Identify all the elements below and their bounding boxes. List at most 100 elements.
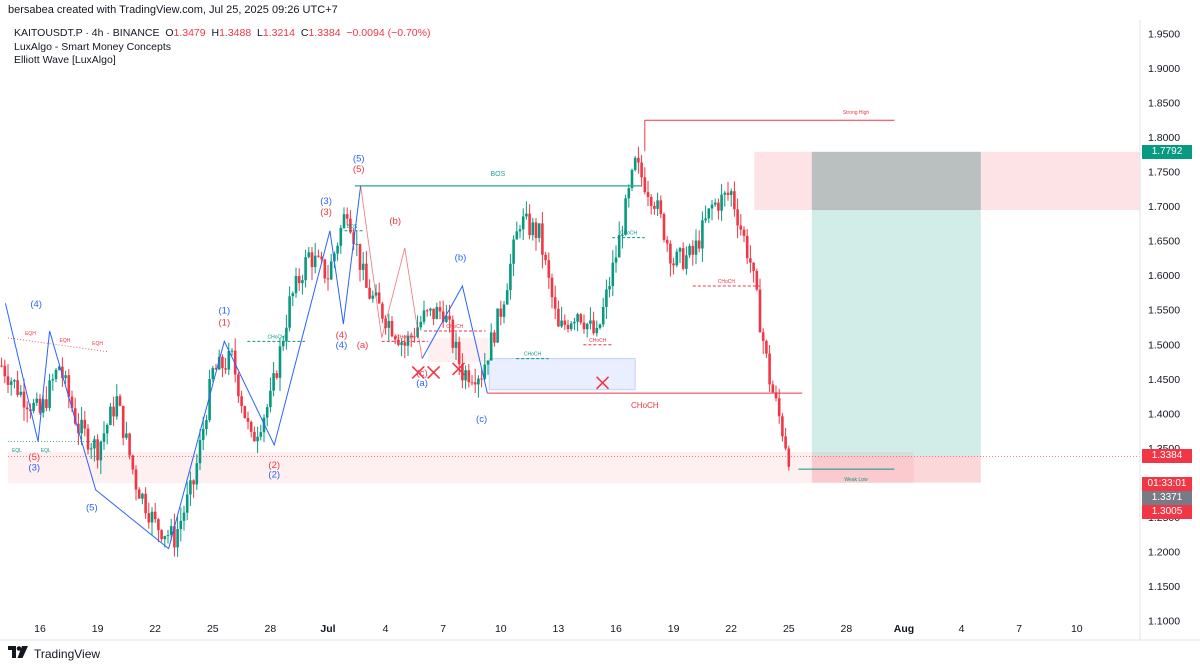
candle-body-up	[387, 320, 391, 328]
indicator-elliott-wave[interactable]: Elliott Wave [LuxAlgo]	[14, 54, 116, 66]
candle-body-up	[182, 512, 186, 521]
candle-body-down	[153, 511, 157, 520]
candle-body-up	[464, 370, 467, 381]
candle-body-down	[457, 341, 461, 365]
price-tick-label: 1.6500	[1148, 236, 1180, 248]
candle-body-up	[48, 380, 51, 408]
candle-body-up	[355, 243, 359, 245]
candle-body-up	[678, 248, 682, 252]
candle-body-up	[576, 314, 579, 322]
candle-body-up	[710, 204, 714, 209]
time-tick-label: 10	[495, 623, 507, 635]
candle-body-down	[467, 370, 471, 383]
candle-body-up	[633, 157, 637, 170]
liquidity-sweep-x-icon	[427, 365, 441, 379]
candle-body-down	[787, 448, 791, 467]
strong-high-label: Strong High	[843, 110, 870, 116]
candle-body-down	[16, 380, 19, 395]
candle-body-up	[307, 252, 311, 258]
time-tick-label: 28	[265, 623, 277, 635]
candle-body-down	[67, 375, 71, 397]
candle-body-down	[697, 240, 701, 249]
tradingview-label: TradingView	[34, 646, 101, 661]
time-tick-label: Jul	[320, 623, 335, 635]
tradingview-footer[interactable]: TradingView	[8, 646, 100, 661]
candle-body-up	[41, 399, 45, 413]
candle-body-down	[358, 243, 362, 270]
candle-body-up	[605, 289, 608, 307]
candle-body-up	[704, 218, 707, 221]
candle-body-down	[640, 162, 643, 178]
elliott-wave-label: (a)	[416, 378, 428, 389]
candle-body-up	[99, 441, 103, 461]
candle-body-up	[205, 420, 208, 430]
candle-body-down	[739, 225, 743, 230]
candle-body-down	[742, 229, 746, 236]
symbol-row[interactable]: KAITOUSDT.P · 4h · BINANCE O1.3479 H1.34…	[14, 27, 430, 41]
ohlc-open-label: O	[165, 27, 174, 39]
eqh-label: EQH	[60, 338, 71, 344]
candle-body-down	[413, 336, 416, 338]
candle-body-up	[285, 327, 288, 341]
candle-body-down	[6, 376, 10, 385]
candle-body-up	[608, 286, 611, 290]
candle-body-down	[758, 289, 762, 333]
elliott-wave-correction	[421, 284, 488, 394]
candle-body-up	[509, 263, 512, 291]
candle-body-up	[102, 433, 106, 442]
elliott-wave-label: (5)	[28, 452, 40, 463]
candle-body-up	[694, 240, 698, 255]
candle-body-down	[77, 423, 80, 434]
time-tick-label: 13	[553, 623, 565, 635]
candle-body-up	[521, 216, 525, 230]
liquidity-sweep-x-icon	[595, 376, 610, 390]
candle-body-up	[109, 406, 112, 425]
candle-body-up	[707, 208, 711, 219]
time-tick-label: 16	[610, 623, 622, 635]
time-tick-label: 4	[959, 623, 965, 635]
candle-body-up	[589, 320, 592, 324]
candle-body-down	[736, 209, 739, 226]
time-axis: 16 19 22 25 28 Jul 4 7 10 13 16 19 22 25 28 Aug 4 7 10	[0, 623, 1200, 641]
candle-body-down	[749, 258, 752, 263]
candle-body-down	[432, 308, 435, 319]
candle-body-down	[441, 311, 445, 322]
structure-level-label: CHoCH	[446, 324, 464, 330]
order-block-bullish	[488, 358, 636, 391]
candle-body-up	[617, 234, 621, 258]
elliott-wave-label: (c)	[417, 368, 428, 379]
candle-body-up	[585, 323, 589, 330]
eql-label: EQL	[41, 448, 51, 454]
candle-body-down	[557, 308, 560, 327]
candle-body-down	[425, 310, 429, 312]
symbol-name[interactable]: KAITOUSDT.P · 4h · BINANCE	[14, 27, 160, 39]
candle-body-up	[105, 424, 109, 434]
candle-body-up	[675, 251, 679, 266]
candle-body-up	[125, 433, 128, 438]
candle-body-up	[429, 308, 432, 311]
candle-body-up	[179, 520, 183, 530]
candle-body-down	[368, 287, 371, 299]
candle-body-down	[240, 396, 243, 407]
candle-body-up	[64, 375, 67, 378]
indicator-smc[interactable]: LuxAlgo - Smart Money Concepts	[14, 40, 171, 53]
candle-body-down	[473, 382, 477, 385]
time-tick-label: 7	[1016, 623, 1022, 635]
candle-body-up	[489, 332, 493, 361]
candle-body-down	[448, 315, 451, 320]
candle-body-down	[493, 332, 496, 343]
price-tick-label: 1.5000	[1148, 339, 1180, 351]
candle-body-up	[269, 390, 272, 408]
candle-body-up	[537, 223, 541, 238]
price-tick-label: 1.4000	[1148, 408, 1180, 420]
candle-body-down	[784, 436, 787, 449]
candle-body-down	[774, 392, 778, 399]
candle-body-up	[720, 194, 723, 211]
candle-body-down	[173, 526, 176, 548]
candle-body-up	[496, 308, 499, 343]
candle-body-up	[9, 381, 13, 385]
candle-body-down	[659, 200, 663, 215]
candle-body-down	[534, 222, 538, 238]
price-tag: 1.7792	[1142, 144, 1192, 159]
